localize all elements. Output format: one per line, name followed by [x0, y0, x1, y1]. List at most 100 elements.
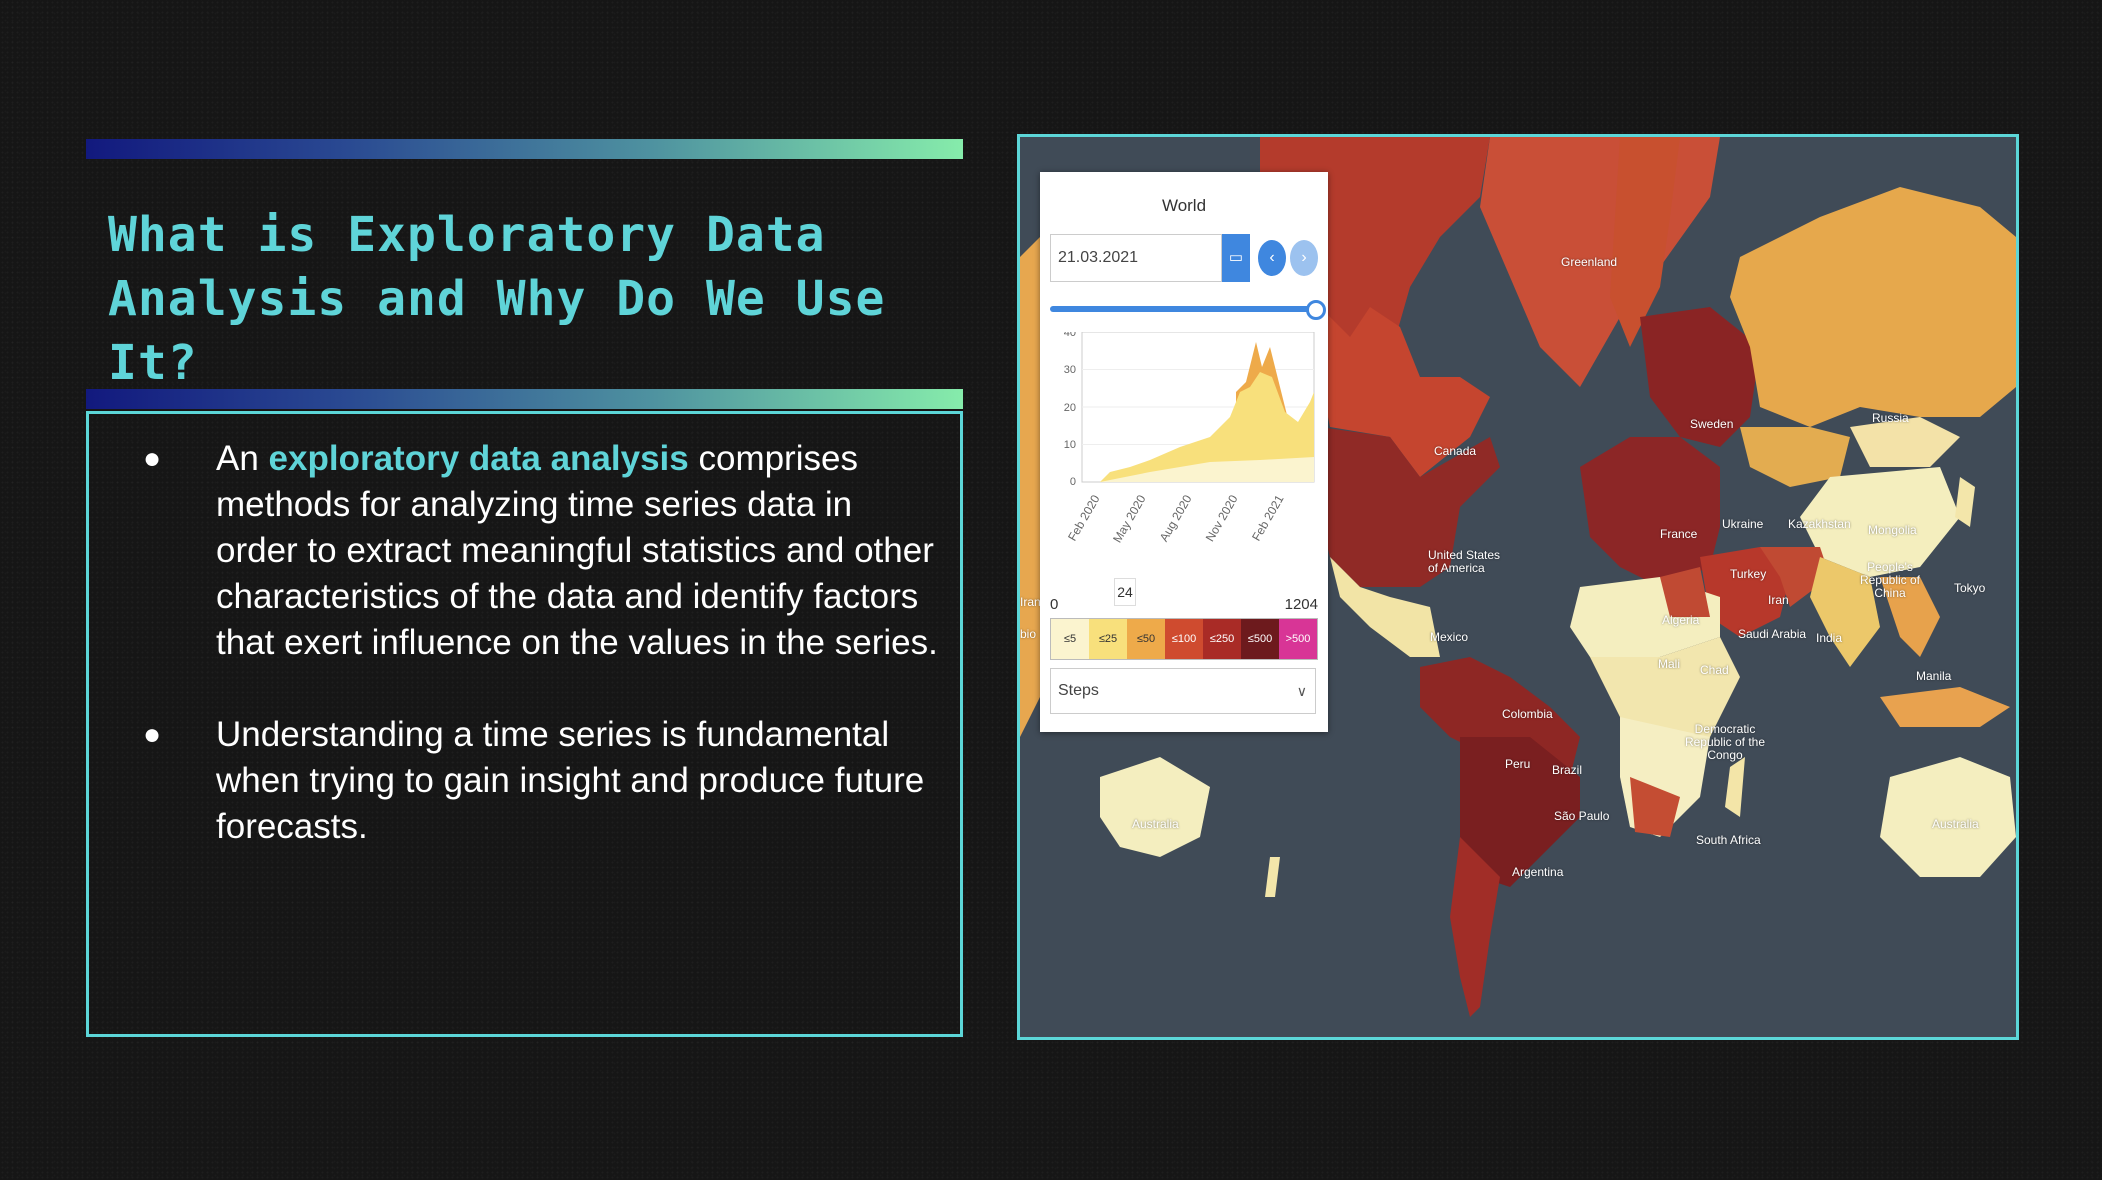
- brazil-shape: [1460, 737, 1580, 887]
- country-label-argentina: Argentina: [1512, 865, 1564, 879]
- y-tick-label: 10: [1064, 439, 1076, 451]
- scandinavia-shape: [1610, 137, 1680, 347]
- southeast-asia-shape: [1880, 577, 1940, 657]
- country-label-edge-iran: Iran: [1020, 595, 1041, 609]
- x-tick-label: Feb 2020: [1065, 492, 1103, 543]
- calendar-icon: ▭: [1228, 249, 1244, 266]
- bullet-item: ● An exploratory data analysis comprises…: [89, 436, 960, 666]
- left-edge-east-asia-shape: [1020, 237, 1040, 737]
- country-label-mexico: Mexico: [1430, 630, 1469, 644]
- x-tick-label: Nov 2020: [1203, 492, 1241, 544]
- steps-label: Steps: [1058, 682, 1099, 699]
- central-africa-shape: [1590, 637, 1740, 757]
- y-tick-label: 20: [1064, 402, 1076, 414]
- country-label-china: People's Republic of China: [1859, 560, 1921, 600]
- cases-chart: 40 30 20 10 0 Feb 2020 May 2020 Aug 2020…: [1064, 332, 1315, 545]
- legend-item[interactable]: ≤5: [1051, 619, 1089, 659]
- country-label-russia: Russia: [1872, 411, 1909, 425]
- title-accent-bar: [86, 139, 963, 159]
- country-label-usa: United States of America: [1428, 548, 1501, 575]
- south-america-south-shape: [1450, 837, 1500, 1017]
- x-tick-label: Aug 2020: [1157, 492, 1195, 544]
- country-label-drc: Democratic Republic of the Congo: [1684, 722, 1766, 762]
- range-min-label: 0: [1050, 596, 1059, 613]
- date-input[interactable]: 21.03.2021: [1050, 234, 1222, 282]
- legend-item[interactable]: ≤250: [1203, 619, 1241, 659]
- legend-item[interactable]: ≤100: [1165, 619, 1203, 659]
- country-label-peru: Peru: [1505, 757, 1531, 771]
- australia-right-shape: [1880, 757, 2016, 877]
- europe-shape: [1580, 437, 1720, 587]
- bullet-text-post: Understanding a time series is fundament…: [216, 715, 925, 846]
- range-value-tooltip: 24: [1114, 578, 1136, 606]
- country-label-algeria: Algeria: [1662, 613, 1700, 627]
- country-label-colombia: Colombia: [1502, 707, 1553, 721]
- legend-item[interactable]: >500: [1279, 619, 1317, 659]
- country-label-sao-paulo: São Paulo: [1554, 809, 1610, 823]
- china-shape: [1800, 467, 1960, 577]
- country-label-mongolia: Mongolia: [1868, 523, 1917, 537]
- chart-area-low: [1100, 457, 1314, 482]
- country-label-south-africa: South Africa: [1696, 833, 1761, 847]
- country-label-chad: Chad: [1700, 663, 1729, 677]
- y-tick-label: 30: [1064, 364, 1076, 376]
- region-title: World: [1161, 196, 1207, 215]
- australia-left-shape: [1100, 757, 1210, 857]
- steps-dropdown[interactable]: Steps ∨: [1050, 668, 1316, 714]
- country-label-brazil: Brazil: [1552, 763, 1583, 777]
- bullet-dot-icon: ●: [143, 718, 162, 751]
- next-date-button[interactable]: ›: [1290, 240, 1318, 276]
- kazakhstan-shape: [1740, 427, 1850, 487]
- chart-area-main: [1100, 372, 1314, 482]
- madagascar-shape: [1725, 757, 1745, 817]
- date-slider-track[interactable]: [1050, 306, 1312, 312]
- country-label-india: India: [1816, 631, 1843, 645]
- chevron-down-icon: ∨: [1296, 683, 1307, 699]
- map-control-panel: World 21.03.2021 ▭ ‹ › 40 30 20 10 0 Feb…: [1040, 172, 1328, 732]
- country-label-canada: Canada: [1434, 444, 1477, 458]
- bullet-text-post: comprises methods for analyzing time ser…: [216, 439, 938, 662]
- country-label-manila: Manila: [1916, 669, 1952, 683]
- new-zealand-shape: [1265, 857, 1280, 897]
- legend-item[interactable]: ≤50: [1127, 619, 1165, 659]
- country-label-kazakhstan: Kazakhstan: [1788, 517, 1851, 531]
- country-label-australia-left: Australia: [1132, 817, 1179, 831]
- legend-item[interactable]: ≤500: [1241, 619, 1279, 659]
- country-label-saudi: Saudi Arabia: [1738, 627, 1807, 641]
- middle-east-shape: [1700, 547, 1790, 637]
- country-label-mali: Mali: [1658, 657, 1681, 671]
- mongolia-shape: [1850, 417, 1960, 467]
- x-tick-label: Feb 2021: [1249, 492, 1287, 543]
- japan-shape: [1955, 477, 1975, 527]
- slide-title: What is Exploratory Data Analysis and Wh…: [108, 207, 886, 391]
- country-label-iran: Iran: [1768, 593, 1789, 607]
- country-label-tokyo: Tokyo: [1954, 581, 1986, 595]
- y-tick-label: 0: [1070, 476, 1076, 488]
- country-label-sweden: Sweden: [1690, 417, 1734, 431]
- color-legend: ≤5 ≤25 ≤50 ≤100 ≤250 ≤500 >500: [1050, 618, 1318, 660]
- libya-shape: [1660, 567, 1710, 617]
- country-label-australia-right: Australia: [1932, 817, 1979, 831]
- bullet-text-pre: An: [216, 439, 269, 478]
- previous-date-button[interactable]: ‹: [1258, 240, 1286, 276]
- india-shape: [1810, 557, 1880, 667]
- country-label-edge-bio: bio: [1020, 627, 1037, 641]
- content-accent-bar: [86, 389, 963, 409]
- country-label-greenland: Greenland: [1561, 255, 1618, 269]
- usa-shape: [1320, 427, 1500, 587]
- country-label-turkey: Turkey: [1730, 567, 1767, 581]
- canada-shape: [1320, 307, 1490, 477]
- bullet-item: ● Understanding a time series is fundame…: [89, 712, 960, 850]
- date-slider-handle[interactable]: [1306, 300, 1326, 320]
- range-max-label: 1204: [1284, 596, 1318, 613]
- indonesia-shape: [1880, 687, 2010, 727]
- x-tick-label: May 2020: [1110, 492, 1149, 545]
- bullet-highlight: exploratory data analysis: [268, 439, 689, 478]
- legend-item[interactable]: ≤25: [1089, 619, 1127, 659]
- calendar-button[interactable]: ▭: [1222, 234, 1250, 282]
- y-tick-label: 40: [1064, 332, 1076, 339]
- content-box: ● An exploratory data analysis comprises…: [86, 411, 963, 1037]
- country-label-france: France: [1660, 527, 1698, 541]
- iran-shape: [1760, 547, 1830, 607]
- country-label-ukraine: Ukraine: [1722, 517, 1764, 531]
